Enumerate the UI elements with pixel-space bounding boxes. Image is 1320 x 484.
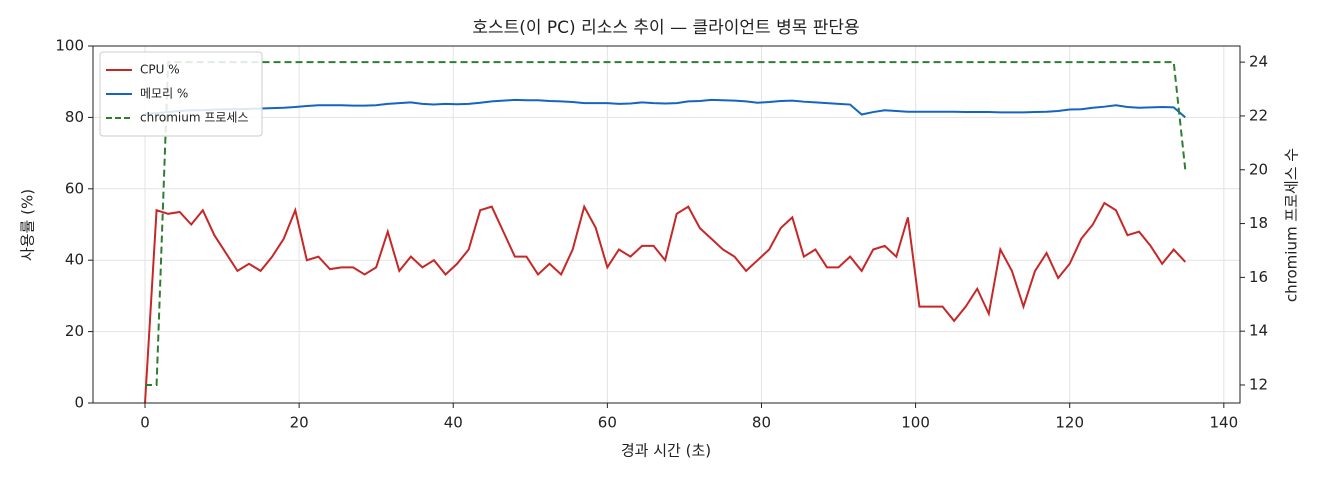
- x-axis-label: 경과 시간 (초): [621, 442, 711, 460]
- legend-label: CPU %: [140, 63, 180, 77]
- y-tick-label: 0: [74, 394, 84, 412]
- series-line: [145, 61, 1187, 386]
- y-tick-label: 80: [65, 108, 84, 126]
- legend-label: chromium 프로세스: [140, 111, 249, 125]
- x-tick-label: 20: [290, 414, 309, 432]
- x-tick-label: 60: [598, 414, 617, 432]
- chart-title: 호스트(이 PC) 리소스 추이 — 클라이언트 병목 판단용: [472, 18, 859, 38]
- y-axis-label: 사용률 (%): [19, 189, 37, 261]
- x-tick-label: 100: [901, 414, 930, 432]
- y2-tick-label: 14: [1249, 322, 1268, 340]
- y-tick-label: 60: [65, 179, 84, 197]
- y-tick-label: 40: [65, 251, 84, 269]
- series-line: [144, 201, 1187, 404]
- y2-tick-label: 22: [1249, 106, 1268, 124]
- legend-label: 메모리 %: [140, 87, 188, 101]
- x-tick-label: 80: [752, 414, 771, 432]
- legend-box: [99, 51, 263, 137]
- x-tick-label: 40: [444, 414, 463, 432]
- y-tick-label: 100: [55, 37, 84, 55]
- x-tick-label: 0: [140, 414, 150, 432]
- x-tick-label: 120: [1055, 414, 1084, 432]
- y-tick-label: 20: [65, 322, 84, 340]
- y2-tick-label: 20: [1249, 160, 1268, 178]
- y2-tick-label: 24: [1249, 53, 1268, 71]
- series-line: [144, 98, 1186, 119]
- y2-tick-label: 16: [1249, 268, 1268, 286]
- y2-tick-label: 12: [1249, 375, 1268, 393]
- y2-tick-label: 18: [1249, 214, 1268, 232]
- x-tick-label: 140: [1209, 414, 1238, 432]
- axes-frame: [92, 45, 1241, 404]
- y2-axis-label: chromium 프로세스 수: [1283, 148, 1301, 302]
